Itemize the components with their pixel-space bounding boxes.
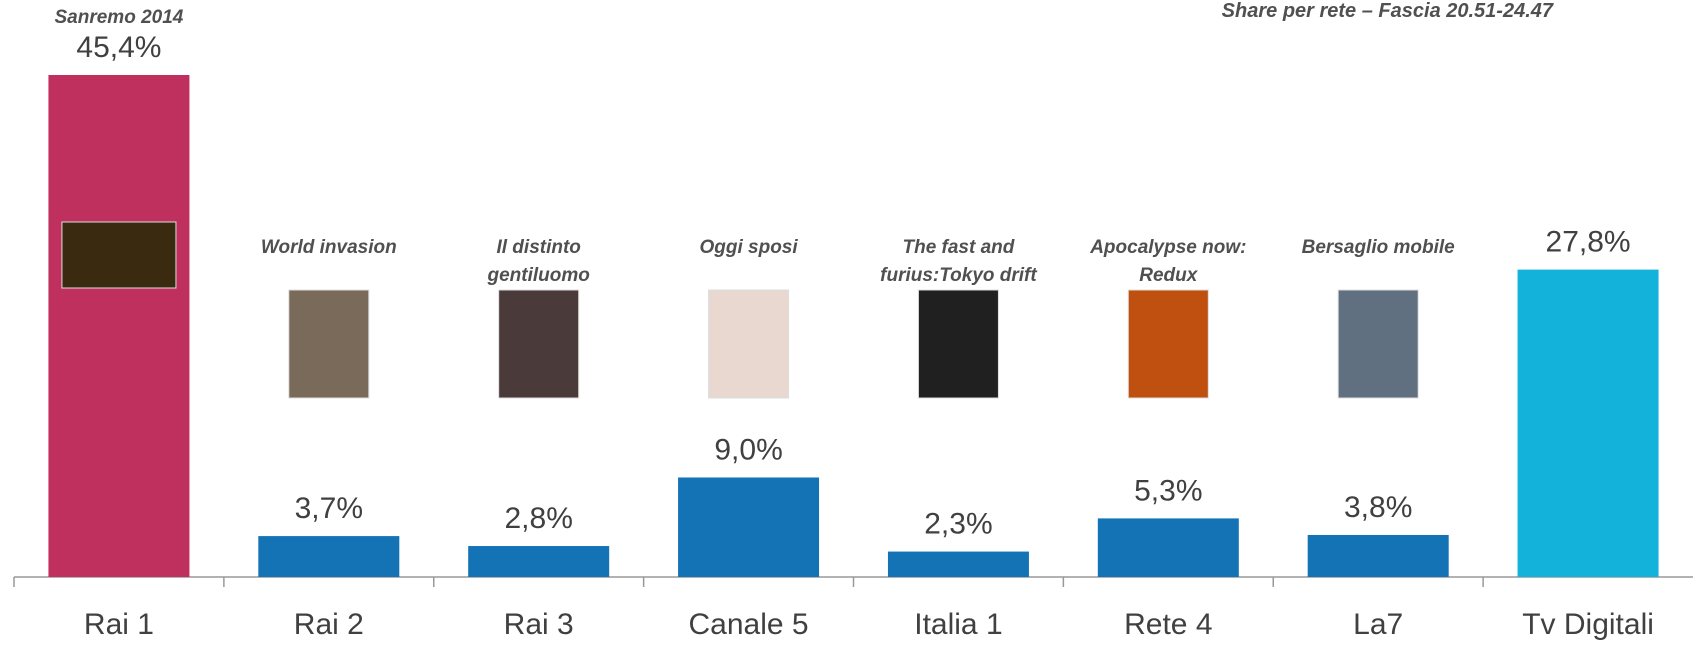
x-tick-label: Rai 3	[504, 608, 574, 641]
program-name: Il distinto gentiluomo	[444, 234, 634, 290]
bar	[1098, 518, 1239, 577]
poster-thumbnail	[62, 222, 176, 288]
bar	[1308, 535, 1449, 577]
value-label: 45,4%	[76, 31, 161, 64]
program-name: Apocalypse now: Redux	[1073, 234, 1263, 290]
value-label: 2,3%	[924, 507, 992, 540]
bar	[48, 75, 189, 577]
x-tick-label: La7	[1353, 608, 1403, 641]
program-name: The fast and furius:Tokyo drift	[863, 234, 1053, 290]
x-tick-label: Italia 1	[914, 608, 1002, 641]
poster-thumbnail	[709, 290, 789, 398]
poster-thumbnail	[289, 290, 369, 398]
poster-thumbnail	[918, 290, 998, 398]
bar	[258, 536, 399, 577]
bar	[1518, 270, 1659, 577]
program-name: World invasion	[234, 234, 424, 262]
chart: Rai 1 45,4% Rai 2 3,7% Rai 3 2,8% Canale 5 9,0%…	[0, 0, 1693, 646]
x-tick-label: Tv Digitali	[1522, 608, 1654, 641]
x-tick-label: Rai 1	[84, 608, 154, 641]
value-label: 3,7%	[295, 492, 363, 525]
x-tick-label: Canale 5	[689, 608, 809, 641]
poster-thumbnail	[1338, 290, 1418, 398]
bar	[468, 546, 609, 577]
bar	[678, 477, 819, 577]
value-label: 27,8%	[1546, 226, 1631, 259]
x-tick-label: Rete 4	[1124, 608, 1212, 641]
value-label: 3,8%	[1344, 491, 1412, 524]
value-label: 9,0%	[714, 433, 782, 466]
bar	[888, 552, 1029, 577]
value-label: 5,3%	[1134, 474, 1202, 507]
x-tick-label: Rai 2	[294, 608, 364, 641]
poster-thumbnail	[1128, 290, 1208, 398]
program-name: Bersaglio mobile	[1283, 234, 1473, 262]
value-label: 2,8%	[504, 502, 572, 535]
program-name: Sanremo 2014	[24, 4, 214, 32]
program-name: Oggi sposi	[654, 234, 844, 262]
chart-page: Share per rete – Fascia 20.51-24.47 Rai …	[0, 0, 1693, 646]
poster-thumbnail	[499, 290, 579, 398]
